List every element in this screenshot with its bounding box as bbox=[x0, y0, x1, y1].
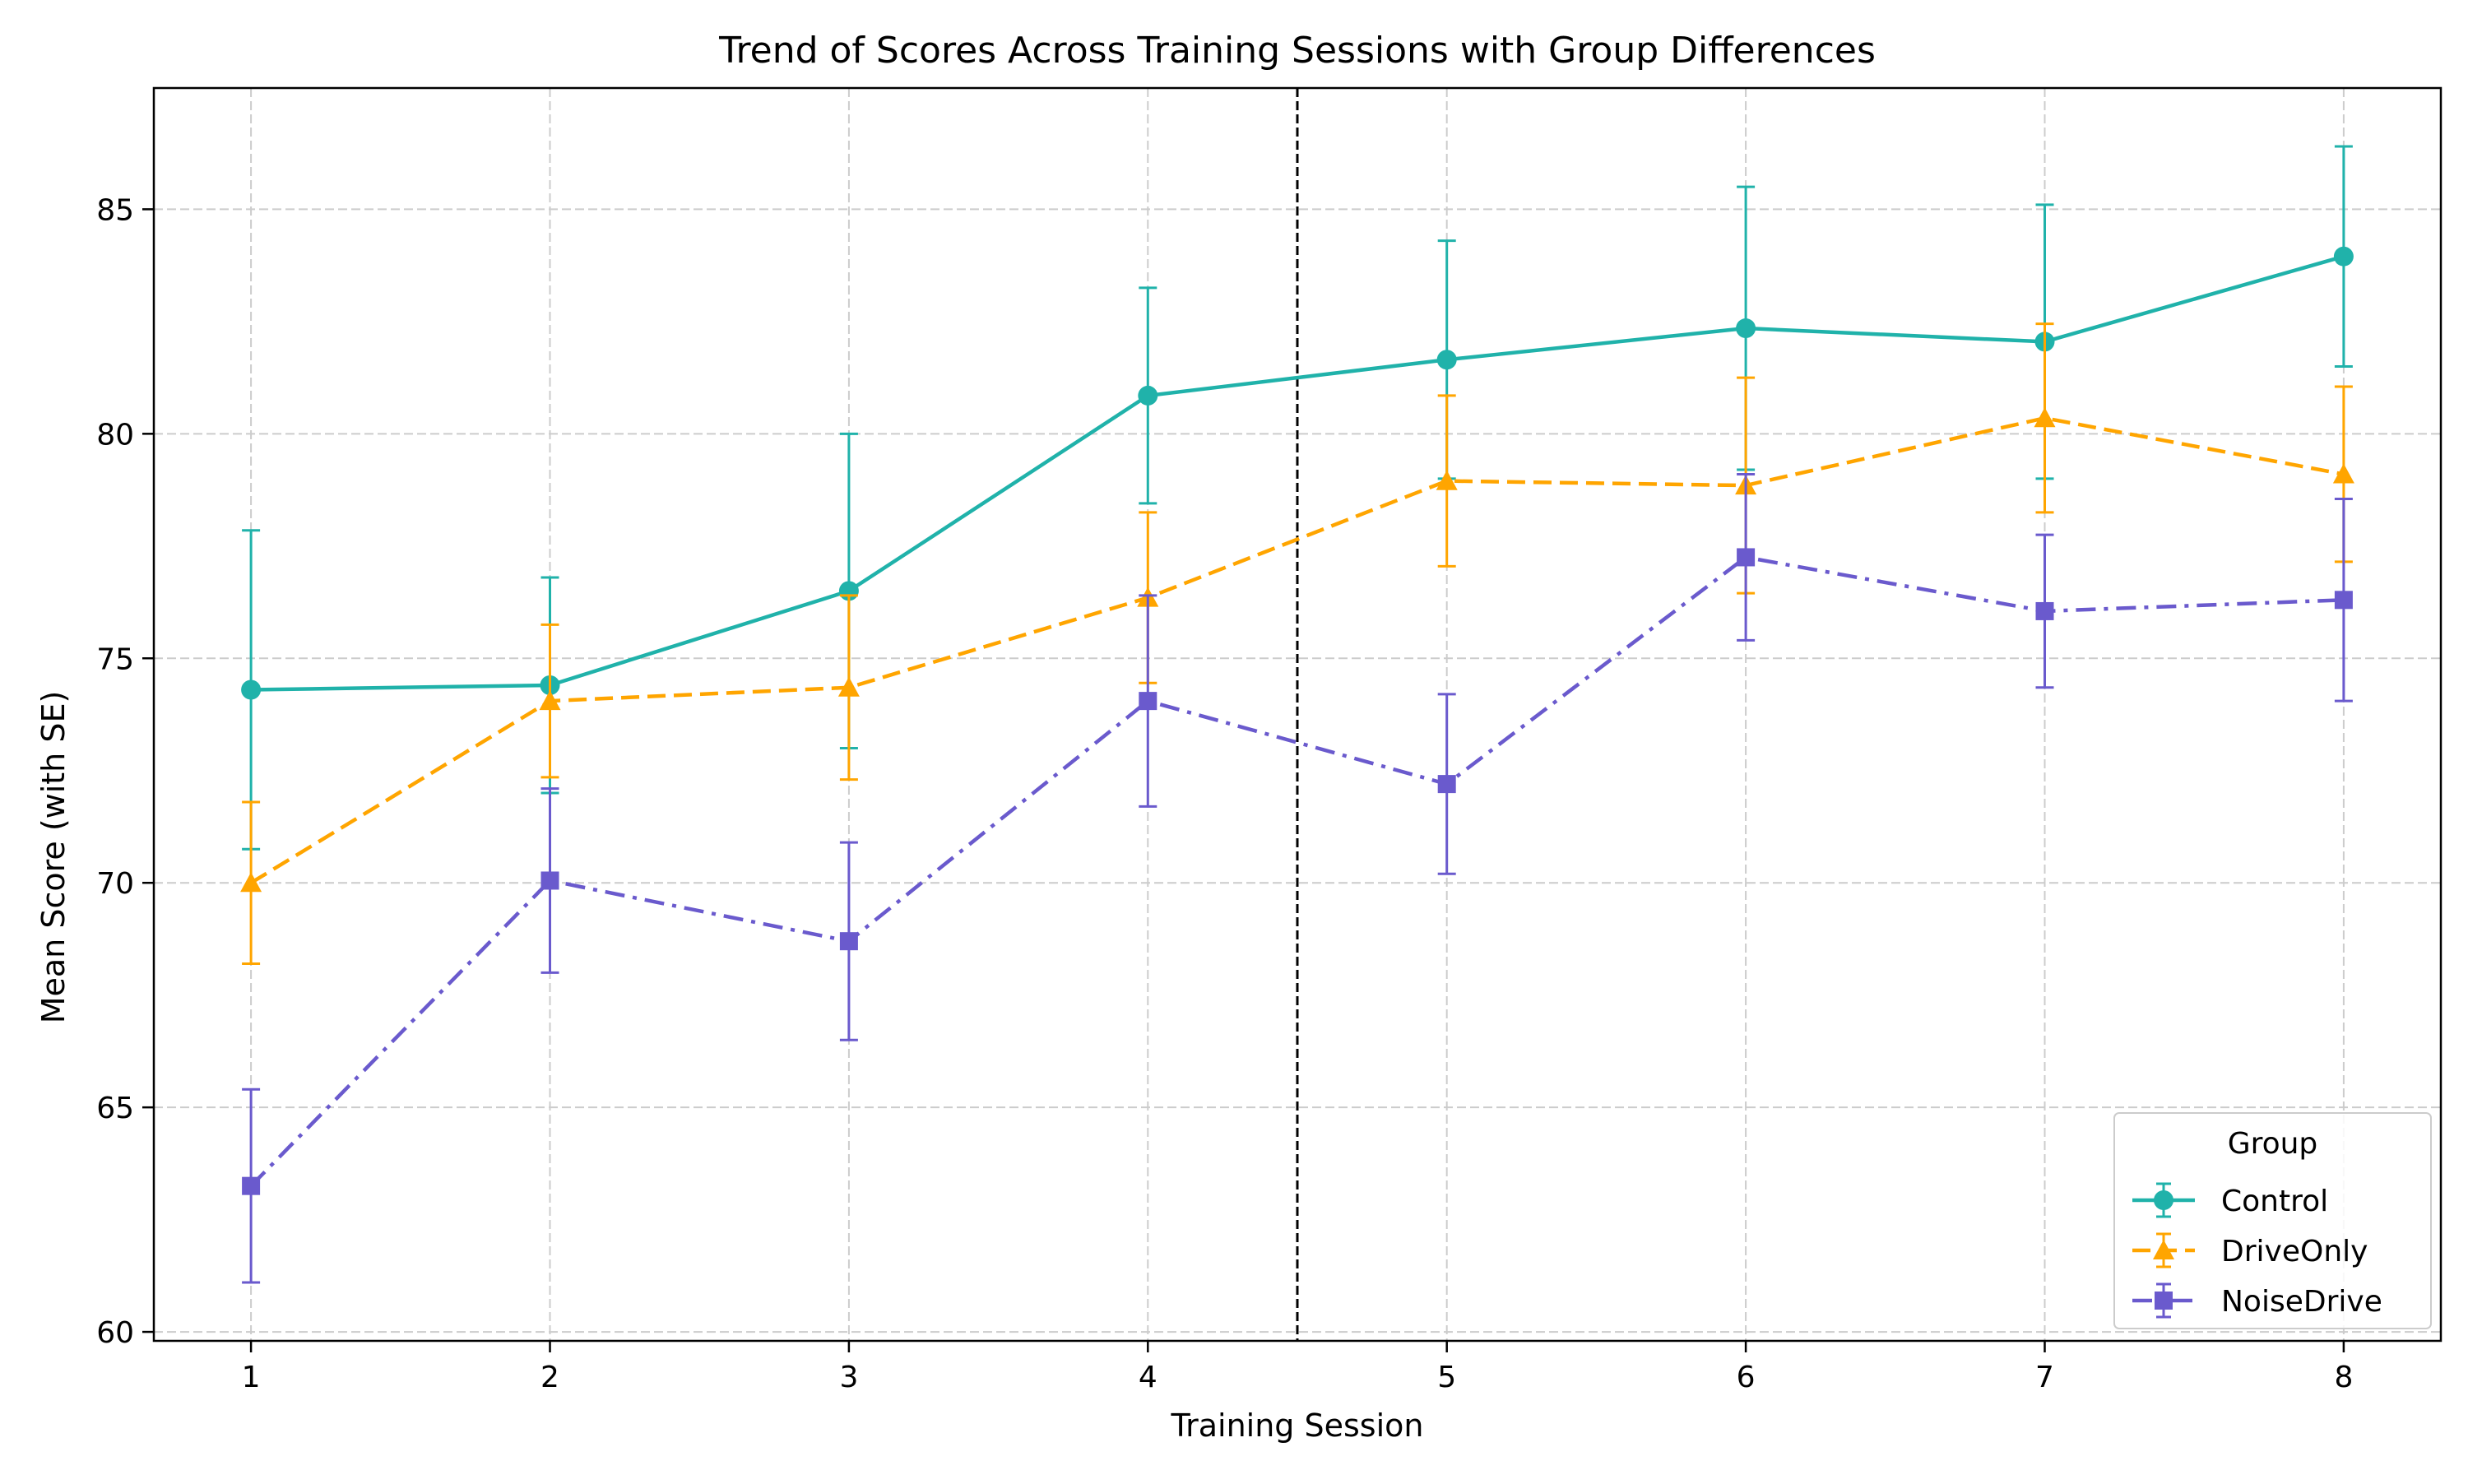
legend-title: Group bbox=[2228, 1127, 2318, 1161]
legend-frame bbox=[2113, 1112, 2432, 1329]
data-point bbox=[1737, 548, 1756, 567]
y-tick-label: 60 bbox=[96, 1316, 134, 1350]
legend-label: NoiseDrive bbox=[2221, 1285, 2382, 1319]
legend-marker bbox=[2154, 1190, 2173, 1210]
data-point bbox=[837, 676, 860, 697]
axis-layer: 1 2 3 4 5 6 7 8 60 65 70 75 80 85 bbox=[96, 193, 2353, 1394]
series-line bbox=[249, 415, 2345, 885]
x-tick-label: 7 bbox=[2035, 1361, 2054, 1394]
data-point bbox=[1436, 470, 1458, 490]
data-point bbox=[2334, 591, 2353, 610]
data-point bbox=[1139, 692, 1157, 711]
x-axis-label: Training Session bbox=[1170, 1407, 1423, 1444]
y-axis-label: Mean Score (with SE) bbox=[35, 691, 72, 1024]
data-point bbox=[539, 690, 561, 711]
series-line bbox=[251, 254, 2345, 692]
legend-label: Control bbox=[2221, 1185, 2328, 1218]
data-point bbox=[242, 1176, 261, 1195]
data-point bbox=[540, 871, 559, 890]
legend-marker bbox=[2155, 1292, 2173, 1310]
data-point bbox=[2034, 407, 2056, 428]
y-tick-label: 75 bbox=[96, 642, 134, 676]
chart-title: Trend of Scores Across Training Sessions… bbox=[718, 30, 1876, 72]
x-tick-label: 6 bbox=[1737, 1361, 1756, 1394]
series-noisedrive bbox=[242, 472, 2353, 1284]
legend-label: DriveOnly bbox=[2221, 1235, 2368, 1268]
data-point bbox=[1138, 385, 1158, 406]
y-tick-label: 65 bbox=[96, 1092, 134, 1125]
x-tick-label: 1 bbox=[242, 1361, 261, 1394]
data-point bbox=[839, 932, 858, 951]
data-point bbox=[240, 872, 262, 893]
data-point bbox=[241, 679, 262, 700]
series-layer bbox=[240, 145, 2354, 1284]
legend-marker bbox=[2153, 1240, 2174, 1260]
y-tick-label: 70 bbox=[96, 867, 134, 901]
data-point bbox=[1736, 318, 1756, 339]
data-point bbox=[2333, 246, 2354, 267]
data-point bbox=[1437, 775, 1456, 794]
x-tick-label: 4 bbox=[1139, 1361, 1157, 1394]
y-tick-label: 85 bbox=[96, 193, 134, 227]
x-tick-label: 5 bbox=[1437, 1361, 1456, 1394]
data-point bbox=[2332, 463, 2354, 484]
x-tick-label: 3 bbox=[839, 1361, 858, 1394]
data-point bbox=[1436, 350, 1457, 370]
data-point bbox=[2035, 601, 2054, 620]
plot-area-frame bbox=[152, 86, 2442, 1343]
x-tick-label: 2 bbox=[540, 1361, 559, 1394]
x-tick-label: 8 bbox=[2334, 1361, 2353, 1394]
y-tick-label: 80 bbox=[96, 418, 134, 452]
legend: Group Control DriveOnly NoiseDrive bbox=[2113, 1112, 2432, 1329]
